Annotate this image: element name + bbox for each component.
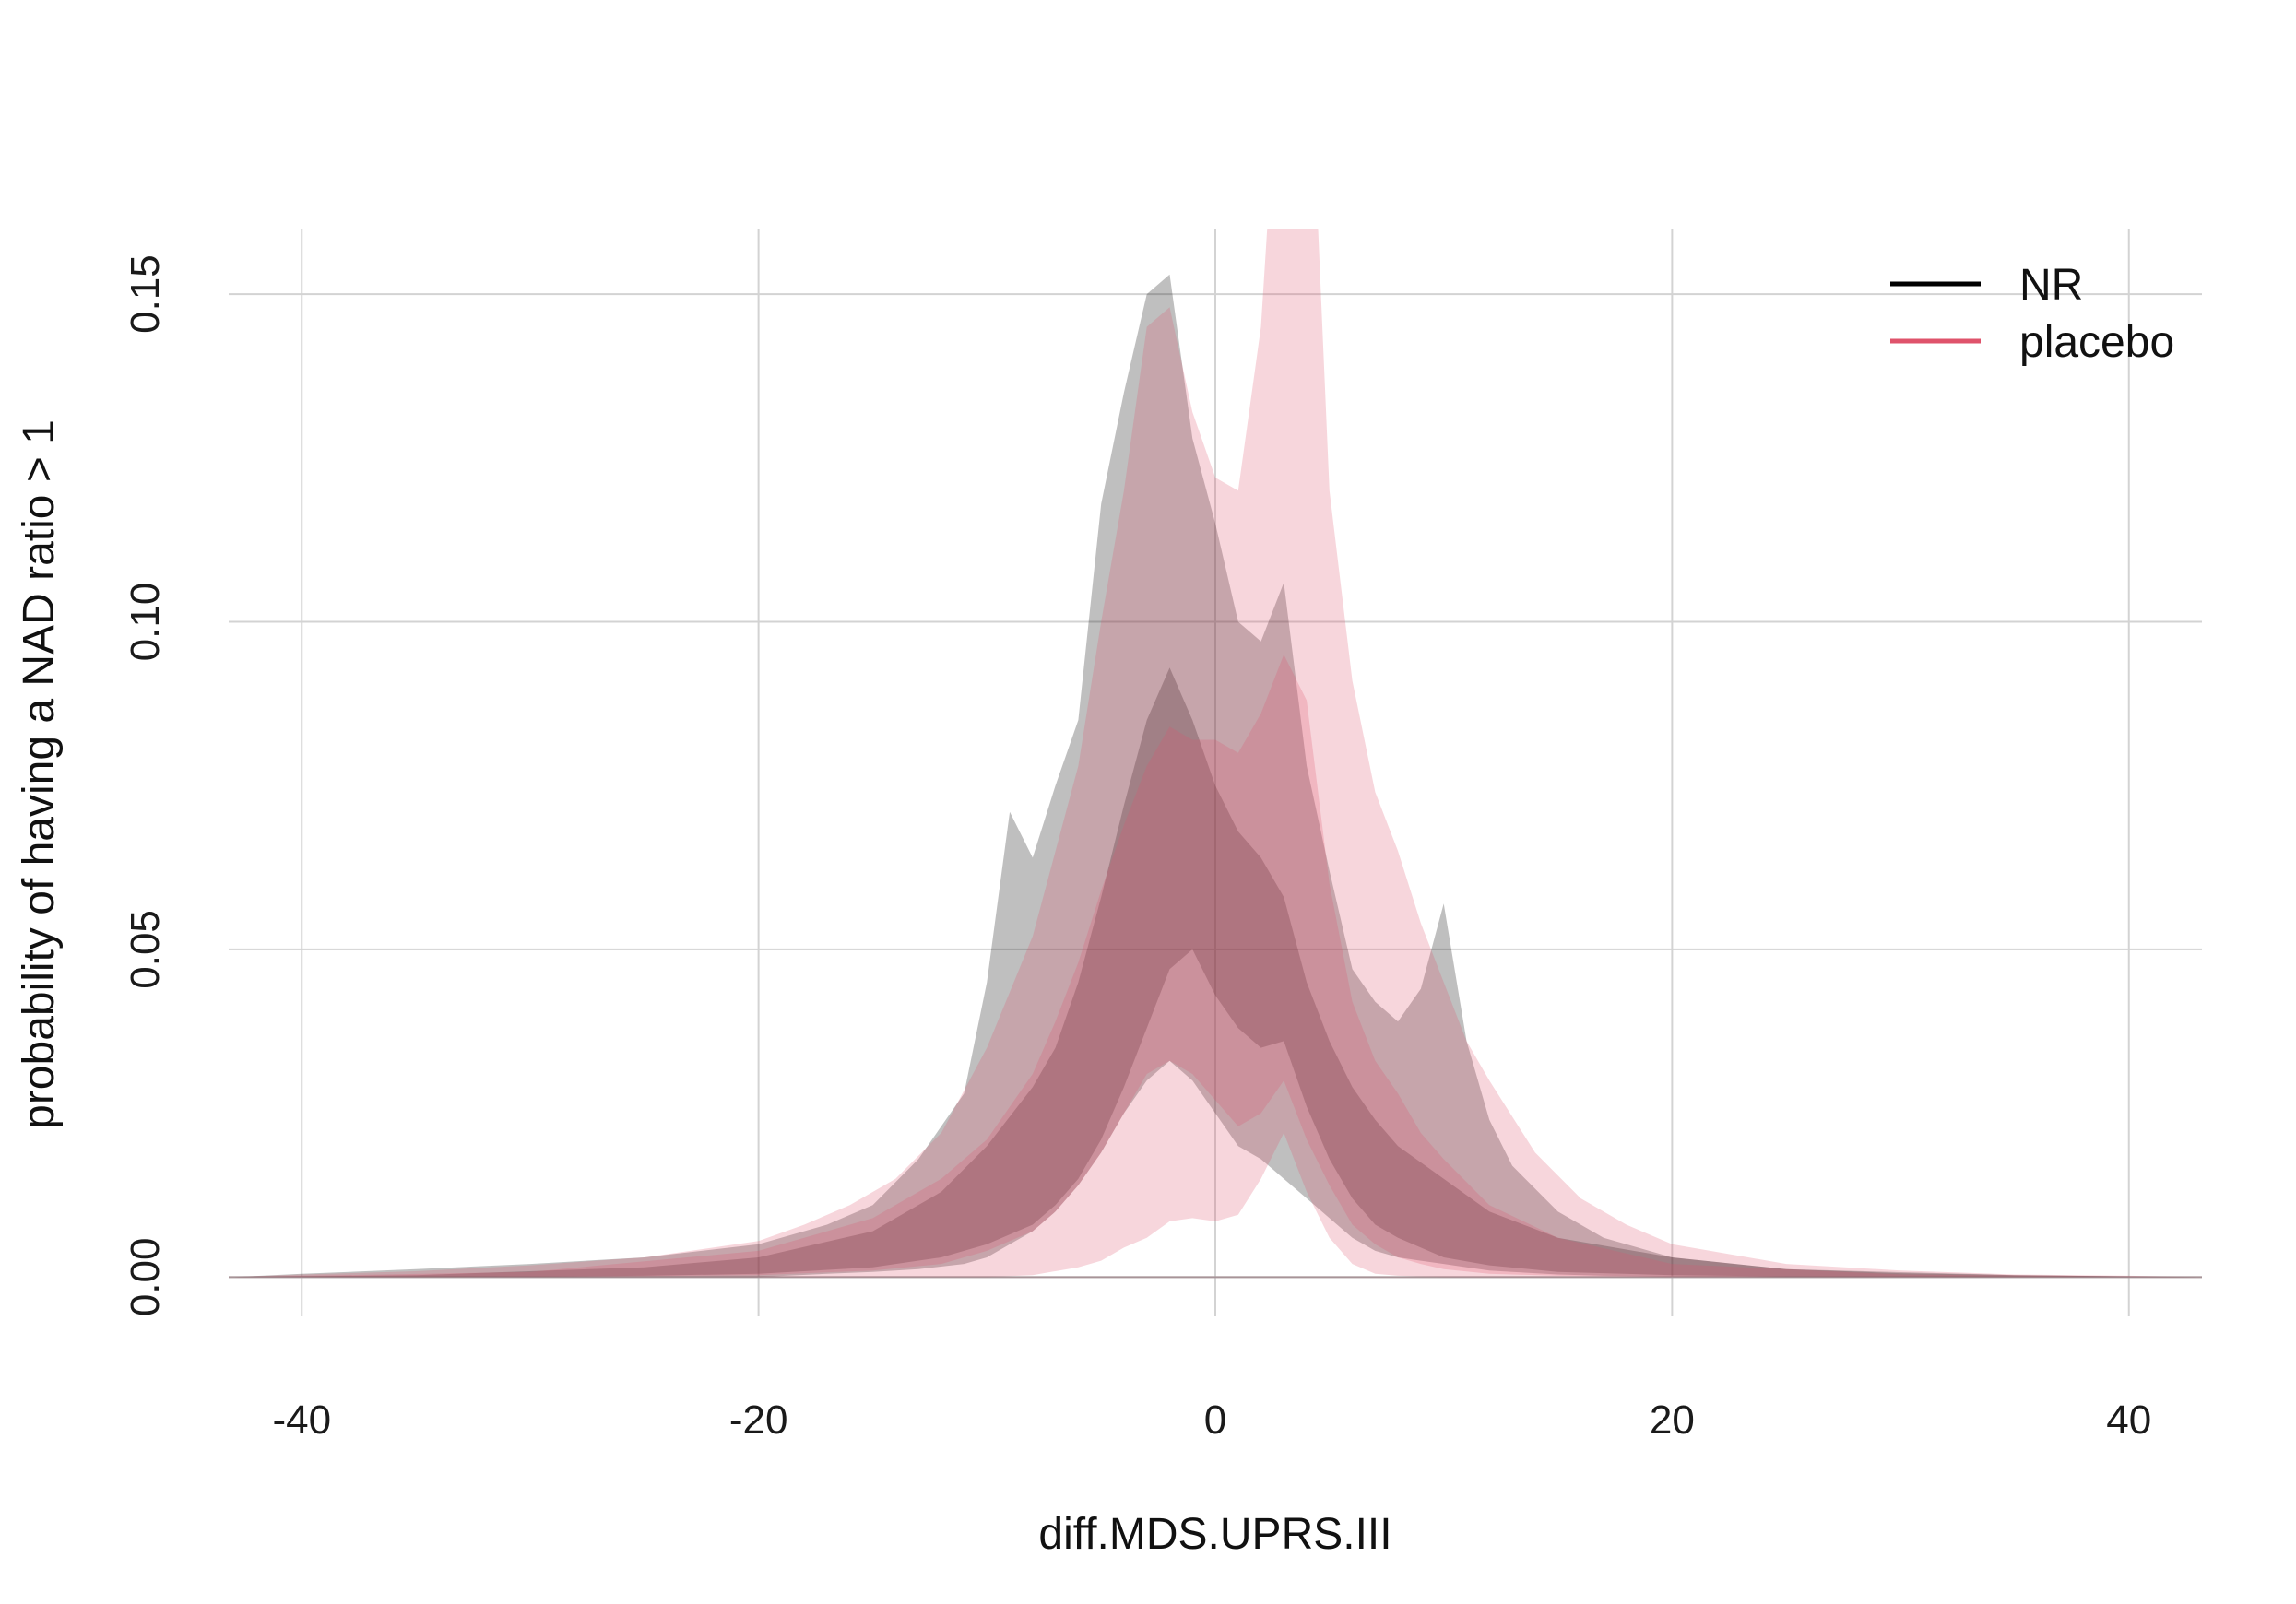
y-axis-title: probability of having a NAD ratio > 1 (15, 419, 64, 1129)
y-axis-ticks: 0.00 0.05 0.10 0.15 (123, 254, 168, 1316)
x-tick-label: 40 (2106, 1398, 2151, 1443)
data-bands (229, 229, 2202, 1279)
x-axis-title: diff.MDS.UPRS.III (1038, 1510, 1391, 1559)
legend-label-placebo: placebo (2019, 318, 2174, 367)
x-tick-label: -40 (272, 1398, 331, 1443)
y-tick-label: 0.15 (123, 254, 168, 334)
x-tick-label: 20 (1650, 1398, 1695, 1443)
band-nr-outer (233, 274, 2197, 1278)
y-tick-label: 0.05 (123, 910, 168, 989)
y-tick-label: 0.10 (123, 583, 168, 662)
band-placebo-inner (233, 655, 2197, 1278)
y-tick-label: 0.00 (123, 1238, 168, 1317)
legend-label-nr: NR (2019, 261, 2083, 310)
band-placebo-outer (233, 229, 2197, 1278)
x-tick-label: 0 (1204, 1398, 1226, 1443)
x-tick-label: -20 (729, 1398, 788, 1443)
legend: NR placebo (1890, 261, 2174, 367)
x-axis-ticks: -40 -20 0 20 40 (272, 1398, 2151, 1443)
band-nr-inner (233, 667, 2197, 1278)
